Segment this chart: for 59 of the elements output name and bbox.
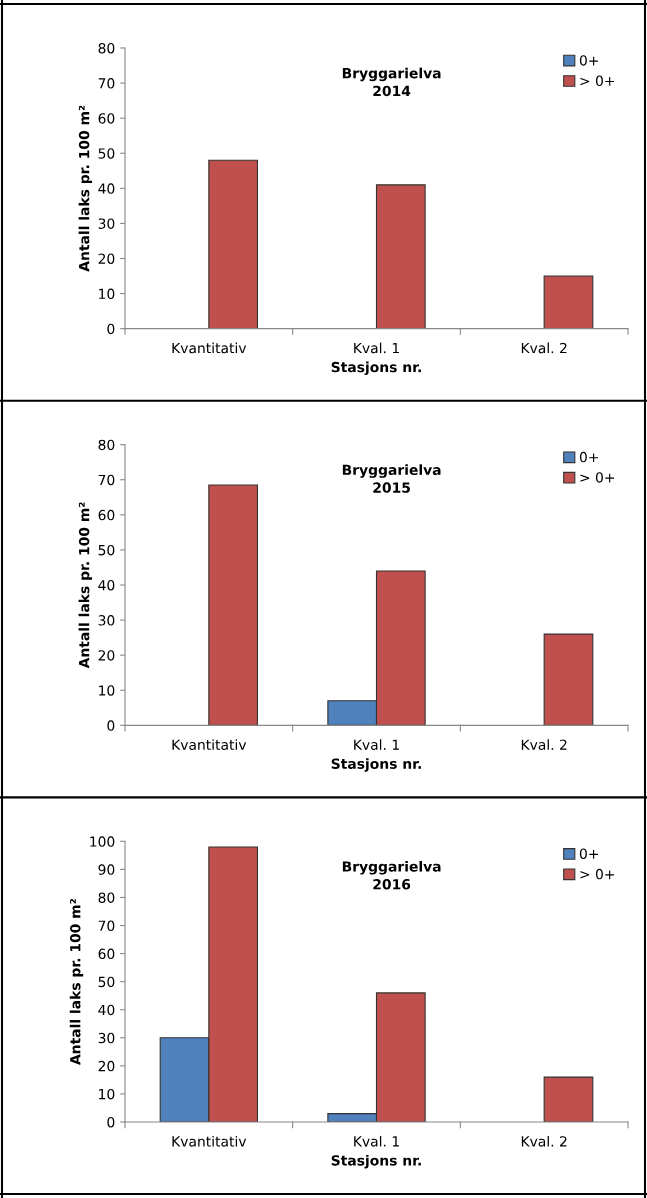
x-tick-label: Kvantitativ	[172, 739, 247, 750]
bar	[543, 633, 594, 726]
y-tick-label: 0	[107, 323, 115, 335]
x-axis-title: Stasjons nr.	[331, 758, 421, 772]
bar	[543, 275, 594, 329]
y-tick-label: 60	[98, 509, 115, 521]
y-tick-label: 60	[98, 948, 115, 960]
y-tick-label: 90	[98, 864, 115, 875]
y-tick-label: 100	[90, 836, 115, 847]
bar	[208, 159, 259, 329]
x-tick-label: Kval. 1	[354, 342, 399, 354]
y-axis-title: Antall laks pr. 100 m²	[69, 899, 84, 1065]
legend-label: 0+	[579, 451, 598, 463]
y-tick-label: 40	[98, 1004, 115, 1016]
bar	[375, 184, 426, 329]
bar	[543, 1076, 594, 1122]
x-tick-label: Kval. 1	[354, 739, 399, 750]
y-tick-label: 30	[98, 218, 115, 229]
x-axis-title: Stasjons nr.	[331, 361, 421, 376]
x-tick-label: Kval. 1	[354, 1135, 399, 1147]
x-tick-label: Kvantitativ	[172, 1135, 247, 1147]
y-tick-label: 70	[98, 78, 115, 89]
text: Bryggarielva 2015	[342, 464, 441, 493]
y-tick-label: 0	[107, 720, 115, 731]
y-tick-label: 50	[98, 976, 115, 988]
y-tick-label: 80	[98, 439, 115, 451]
y-tick-label: 50	[98, 148, 115, 159]
y-tick-label: 20	[98, 650, 115, 661]
x-tick-label: Kval. 2	[521, 739, 567, 750]
y-tick-label: 40	[98, 183, 115, 194]
legend-label: 0+	[579, 848, 598, 859]
y-tick-label: 40	[98, 579, 115, 591]
y-tick-label: 70	[98, 920, 115, 932]
x-tick-label: Kvantitativ	[172, 342, 247, 354]
x-axis-title: Stasjons nr.	[331, 1154, 421, 1169]
y-axis-title: Antall laks pr. 100 m²	[78, 105, 93, 272]
y-tick-label: 70	[98, 474, 115, 486]
bar	[208, 484, 259, 726]
y-tick-label: 30	[98, 615, 115, 626]
y-tick-label: 20	[98, 1060, 115, 1072]
y-tick-label: 20	[98, 253, 115, 264]
y-tick-label: 60	[98, 113, 115, 124]
legend-label: > 0+	[580, 472, 615, 483]
legend-label: > 0+	[580, 75, 615, 87]
y-tick-label: 10	[99, 1088, 115, 1100]
y-tick-label: 80	[98, 892, 115, 903]
x-tick-label: Kval. 2	[521, 1135, 567, 1147]
y-tick-label: 0	[107, 1116, 115, 1128]
text: Bryggarielva 2016	[342, 860, 441, 890]
legend-label: > 0+	[580, 868, 615, 880]
y-tick-label: 80	[98, 42, 115, 54]
y-tick-label: 10	[99, 685, 115, 696]
y-axis-title: Antall laks pr. 100 m²	[78, 502, 93, 669]
text: Bryggarielva 2014	[342, 67, 441, 97]
x-tick-label: Kval. 2	[521, 342, 567, 354]
y-tick-label: 10	[99, 288, 115, 300]
y-tick-label: 30	[98, 1032, 115, 1044]
legend-label: 0+	[579, 55, 598, 66]
y-tick-label: 50	[98, 544, 115, 556]
